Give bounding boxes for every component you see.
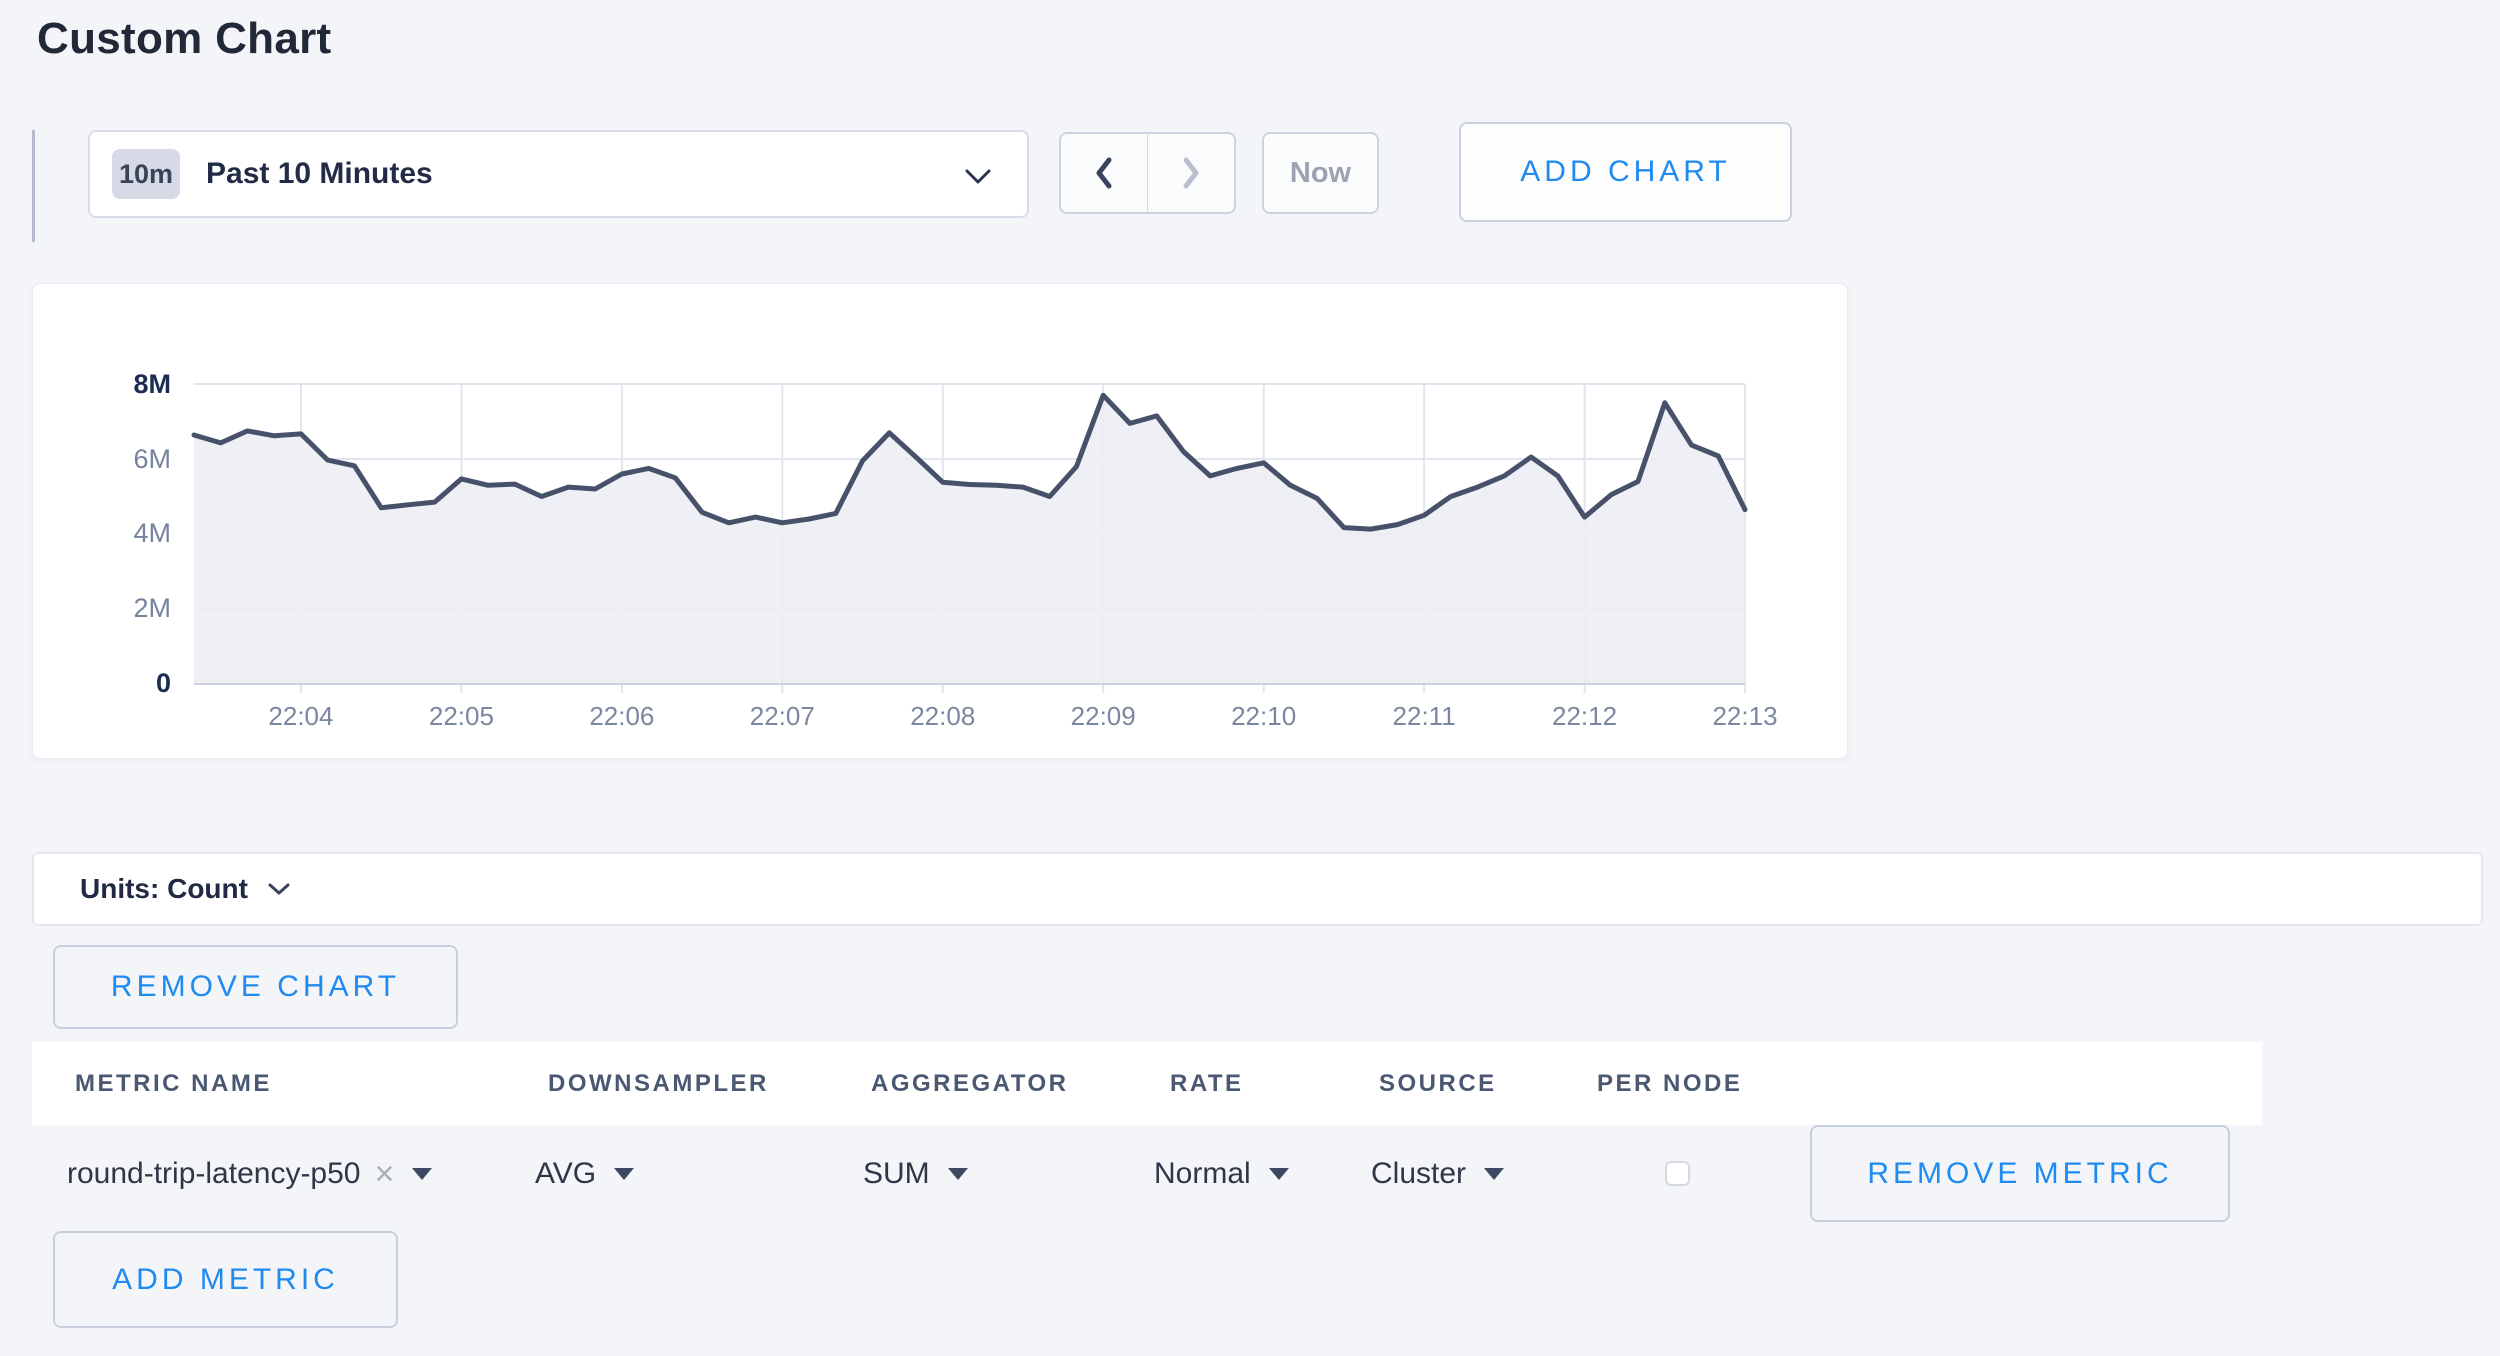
chart-card: 8M 6M 4M 2M 0 22:04 22:05 22:06 22:07 22:08 2…: [32, 283, 1848, 759]
rate-value: Normal: [1154, 1156, 1251, 1190]
chevron-right-icon: [1183, 157, 1199, 189]
metric-name-dropdown[interactable]: round-trip-latency-p50 ×: [67, 1125, 433, 1222]
time-nav-group: [1059, 132, 1236, 214]
time-range-select[interactable]: 10m Past 10 Minutes: [88, 130, 1029, 218]
x-axis-tick-label: 22:04: [268, 701, 334, 731]
remove-chart-button[interactable]: REMOVE CHART: [53, 945, 458, 1029]
time-range-badge: 10m: [112, 149, 180, 199]
chevron-down-icon: [965, 169, 991, 184]
x-axis-tick-label: 22:08: [910, 701, 976, 731]
x-axis-tick-label: 22:05: [428, 701, 494, 731]
header-per-node: PER NODE: [1597, 1070, 1743, 1097]
y-axis-label-2m: 2M: [133, 593, 171, 623]
header-aggregator: AGGREGATOR: [871, 1070, 1069, 1097]
rate-dropdown[interactable]: Normal: [1154, 1125, 1289, 1222]
x-axis-tick-label: 22:07: [749, 701, 815, 731]
caret-down-icon: [947, 1167, 968, 1180]
source-dropdown[interactable]: Cluster: [1371, 1125, 1505, 1222]
y-axis-label-4m: 4M: [133, 518, 171, 548]
header-metric-name: METRIC NAME: [75, 1070, 272, 1097]
header-rate: RATE: [1170, 1070, 1244, 1097]
per-node-checkbox[interactable]: [1665, 1161, 1690, 1186]
time-prev-button[interactable]: [1061, 134, 1148, 212]
y-axis-label-8m: 8M: [133, 369, 171, 399]
caret-down-icon: [1484, 1167, 1505, 1180]
x-axis-tick-label: 22:12: [1552, 701, 1618, 731]
chevron-down-icon: [268, 883, 290, 894]
x-axis-tick-label: 22:10: [1231, 701, 1297, 731]
metrics-table-header: METRIC NAME DOWNSAMPLER AGGREGATOR RATE …: [32, 1042, 2262, 1125]
y-axis-label-0: 0: [155, 668, 171, 698]
add-chart-button[interactable]: ADD CHART: [1459, 122, 1792, 222]
x-axis-tick-label: 22:06: [589, 701, 655, 731]
y-axis-label-6m: 6M: [133, 444, 171, 474]
time-next-button[interactable]: [1148, 134, 1234, 212]
add-metric-button[interactable]: ADD METRIC: [53, 1231, 398, 1328]
caret-down-icon: [614, 1167, 635, 1180]
chevron-left-icon: [1096, 157, 1112, 189]
page-title: Custom Chart: [37, 14, 332, 63]
downsampler-value: AVG: [535, 1156, 597, 1190]
timeseries-area-chart: [191, 383, 1748, 693]
caret-down-icon: [1268, 1167, 1289, 1180]
source-value: Cluster: [1371, 1156, 1467, 1190]
x-axis-tick-label: 22:09: [1070, 701, 1136, 731]
aggregator-dropdown[interactable]: SUM: [863, 1125, 968, 1222]
metric-row: round-trip-latency-p50 × AVG SUM Normal …: [0, 1125, 2500, 1222]
header-source: SOURCE: [1379, 1070, 1497, 1097]
caret-down-icon: [412, 1167, 433, 1180]
toolbar-accent-bar: [32, 130, 35, 242]
aggregator-value: SUM: [863, 1156, 930, 1190]
metric-name-value: round-trip-latency-p50: [67, 1156, 361, 1190]
downsampler-dropdown[interactable]: AVG: [535, 1125, 635, 1222]
now-button[interactable]: Now: [1262, 132, 1379, 214]
x-axis-tick-label: 22:11: [1392, 701, 1456, 731]
header-downsampler: DOWNSAMPLER: [548, 1070, 769, 1097]
time-range-label: Past 10 Minutes: [206, 157, 433, 190]
close-x-icon[interactable]: ×: [374, 1154, 395, 1193]
remove-metric-button[interactable]: REMOVE METRIC: [1810, 1125, 2230, 1222]
units-dropdown[interactable]: Units: Count: [32, 852, 2483, 926]
x-axis-tick-label: 22:13: [1712, 701, 1778, 731]
units-label: Units: Count: [80, 873, 248, 904]
